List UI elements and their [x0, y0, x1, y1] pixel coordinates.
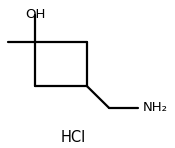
Text: HCl: HCl — [60, 130, 85, 145]
Text: NH₂: NH₂ — [143, 101, 168, 114]
Text: OH: OH — [25, 8, 45, 21]
